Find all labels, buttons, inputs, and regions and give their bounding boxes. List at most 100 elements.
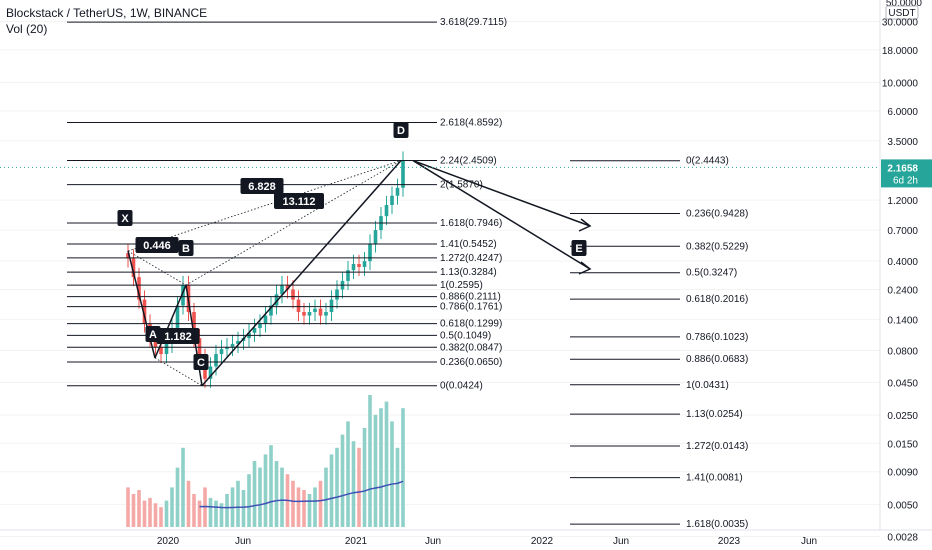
candle-down (291, 289, 295, 300)
volume-bar (208, 497, 213, 527)
price-tick-label: 18.0000 (882, 46, 919, 57)
time-tick-label: 2021 (345, 536, 368, 547)
candle-up (175, 305, 180, 328)
candle-down (126, 253, 130, 259)
arrow-head (578, 261, 592, 275)
volume-bar (219, 503, 224, 527)
volume-bar (390, 421, 394, 527)
volume-bar (148, 497, 152, 527)
price-tick-label: 0.0800 (887, 346, 918, 357)
candle-up (401, 160, 405, 188)
volume-bar (241, 490, 246, 527)
price-tick-label: 0.0450 (887, 378, 918, 389)
candle-up (307, 312, 312, 316)
price-tick-label: 0.4000 (887, 257, 918, 268)
fib-level-label: 0.382(0.5229) (686, 241, 748, 252)
projection-arrow (412, 159, 591, 227)
candle-up (395, 187, 400, 196)
volume-bar (351, 441, 356, 527)
volume-bar (197, 500, 202, 527)
last-price-value: 2.1658 (887, 163, 918, 174)
fib-level-label: 0.618(0.2016) (686, 294, 748, 305)
arrow-head (578, 218, 592, 232)
fib-level-label: 0.618(0.1299) (440, 319, 502, 330)
fib-level-label: 0.886(0.0683) (686, 354, 748, 365)
label-box (571, 240, 587, 256)
candle-up (269, 305, 273, 316)
volume-bar (164, 500, 169, 527)
price-tick-label: 0.1400 (887, 315, 918, 326)
volume-bar (225, 494, 229, 527)
candle-up (274, 294, 279, 306)
volume-bar (181, 447, 185, 527)
harmonic-pattern: X A B C D 0.446 1.182 6.828 13.112 E (117, 122, 592, 387)
fib-level-label: 1(0.0431) (686, 380, 729, 391)
label-text: X (121, 213, 129, 225)
fib-level-label: 1.272(0.4247) (440, 253, 502, 264)
label-text: B (182, 243, 190, 255)
candle-up (258, 323, 262, 328)
fib-level-label: 0.5(0.1049) (440, 330, 491, 341)
price-tick-label: 0.0250 (887, 411, 918, 422)
price-tick-label: 0.0090 (887, 468, 918, 479)
pattern-ratio-line (185, 160, 402, 286)
volume-bar (384, 401, 389, 527)
price-tick-label: 30.0000 (882, 18, 919, 29)
candle-down (153, 338, 158, 348)
fib-level-label: 1.13(0.0254) (686, 409, 743, 420)
volume-indicator-label: Vol (20) (6, 22, 48, 36)
price-tick-label: 0.0028 (887, 533, 918, 544)
volume-bar (368, 395, 372, 527)
candle-up (230, 343, 235, 348)
pattern-ratio-label: 1.182 (156, 328, 200, 344)
candle-up (214, 354, 218, 367)
price-tick-label: 6.0000 (887, 107, 918, 118)
price-tick-label: 3.5000 (887, 137, 918, 148)
volume-bar (324, 467, 328, 527)
label-box (240, 178, 284, 194)
fib-level-label: 1(0.2595) (440, 280, 483, 291)
volume-bar (186, 480, 191, 527)
candle-up (219, 349, 224, 355)
candle-up (346, 270, 350, 281)
volume-bar (335, 447, 339, 527)
volume-bar (192, 494, 196, 527)
candle-down (318, 308, 323, 316)
time-tick-label: Jun (801, 536, 817, 547)
volume-bar (395, 447, 400, 527)
time-tick-label: 2020 (157, 536, 180, 547)
fib-level-label: 0.236(0.9428) (686, 209, 748, 220)
volume-bar (159, 507, 163, 527)
candle-up (335, 289, 339, 300)
candle-down (142, 299, 147, 324)
candle-up (362, 261, 367, 267)
volume-bar (346, 421, 350, 527)
volume-bar (296, 487, 301, 527)
label-text: 1.182 (164, 331, 192, 343)
fib-level-label: 0.786(0.1023) (686, 332, 748, 343)
pattern-ratio-label: 13.112 (274, 193, 324, 209)
fib-level-label: 0.236(0.0650) (440, 357, 502, 368)
bar-countdown: 6d 2h (893, 175, 918, 186)
fib-level-label: 1.272(0.0143) (686, 441, 748, 452)
label-text: A (149, 329, 157, 341)
price-tick-label: 0.7000 (887, 226, 918, 237)
volume-ma-line (199, 480, 404, 509)
candle-up (208, 366, 213, 379)
fib-level-label: 1.618(0.0035) (686, 519, 748, 530)
volume-bar (269, 445, 273, 527)
label-text: 0.446 (143, 240, 171, 252)
volume-bar (236, 480, 240, 527)
label-box (178, 240, 194, 256)
label-box (156, 328, 200, 344)
volume-bar (131, 494, 136, 527)
candle-up (280, 285, 284, 295)
volume-bar (252, 461, 257, 527)
pattern-point-b: B (178, 240, 194, 256)
candle-up (384, 205, 389, 217)
candle-down (296, 299, 301, 313)
pattern-ratio-line (154, 357, 203, 387)
volume-bar (258, 467, 262, 527)
